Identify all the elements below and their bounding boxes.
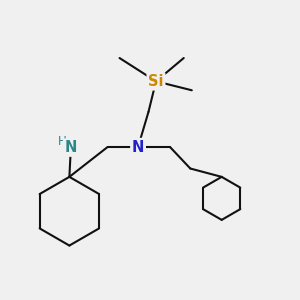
Text: N: N — [132, 140, 144, 154]
Text: Si: Si — [148, 74, 164, 89]
Text: H: H — [58, 134, 67, 148]
Text: N: N — [65, 140, 77, 155]
